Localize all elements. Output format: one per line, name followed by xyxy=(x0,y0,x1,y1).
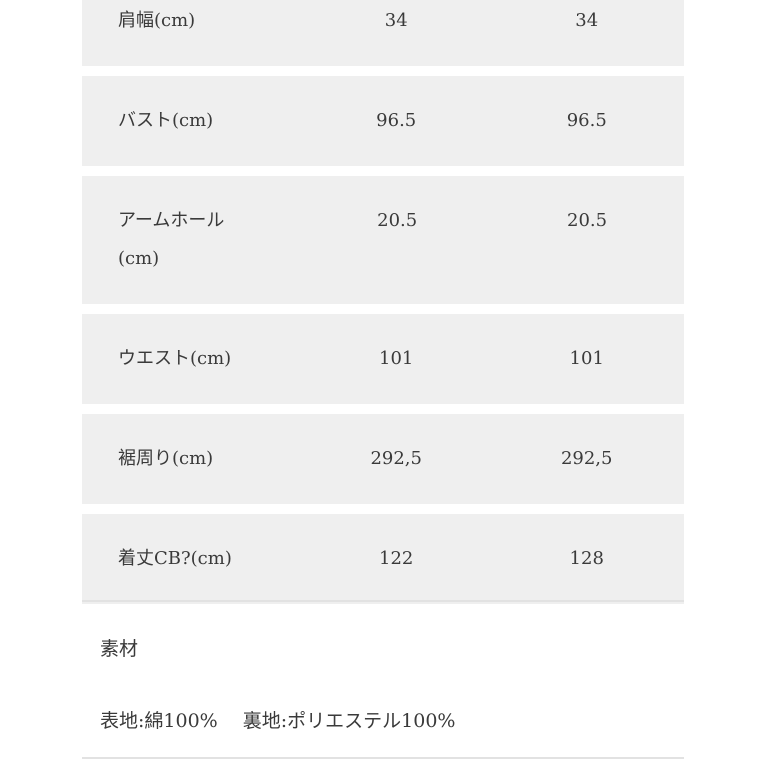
row-value: 128 xyxy=(569,548,604,569)
table-row: ウエスト(cm) 101 101 xyxy=(82,314,684,404)
row-value: 20.5 xyxy=(377,210,418,231)
row-label: アームホール(cm) xyxy=(118,210,225,269)
material-text: 表地:綿100% 裏地:ポリエステル100% xyxy=(100,710,456,732)
material-title: 素材 xyxy=(100,638,139,660)
row-value: 96.5 xyxy=(376,110,417,131)
table-row: 裾周り(cm) 292,5 292,5 xyxy=(82,414,684,504)
row-value: 122 xyxy=(379,548,414,569)
size-table: 肩幅(cm) 34 34 バスト(cm) 96.5 96.5 アームホール(cm… xyxy=(82,0,684,614)
row-label: 裾周り(cm) xyxy=(118,448,214,469)
row-value: 96.5 xyxy=(566,110,607,131)
table-row: バスト(cm) 96.5 96.5 xyxy=(82,76,684,166)
table-row: アームホール(cm) 20.5 20.5 xyxy=(82,176,684,304)
divider xyxy=(82,600,684,602)
table-row: 肩幅(cm) 34 34 xyxy=(82,0,684,66)
row-label: ウエスト(cm) xyxy=(118,348,232,369)
row-value: 101 xyxy=(379,348,414,369)
row-value: 292,5 xyxy=(560,448,613,469)
row-value: 34 xyxy=(384,10,408,31)
row-value: 34 xyxy=(575,10,599,31)
divider xyxy=(82,757,684,759)
row-label: 着丈CB?(cm) xyxy=(118,548,232,569)
table-row: 着丈CB?(cm) 122 128 xyxy=(82,514,684,604)
row-value: 20.5 xyxy=(567,210,608,231)
row-value: 292,5 xyxy=(370,448,422,469)
row-label: バスト(cm) xyxy=(118,110,214,131)
row-value: 101 xyxy=(569,348,604,369)
row-label: 肩幅(cm) xyxy=(118,10,196,31)
